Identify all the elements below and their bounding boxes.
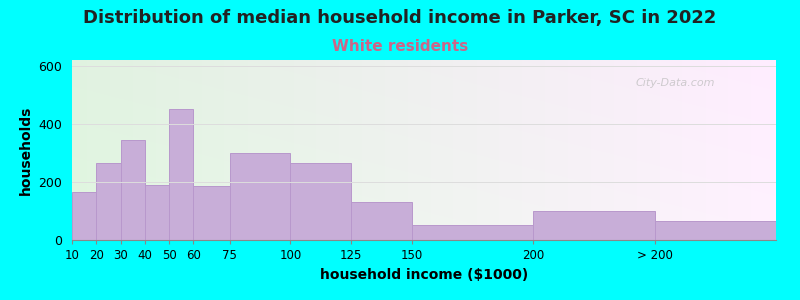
Bar: [194, 186, 230, 240]
Bar: [230, 153, 290, 240]
Bar: [290, 163, 351, 240]
Bar: [72, 192, 96, 240]
Bar: [654, 221, 776, 240]
Bar: [121, 140, 145, 240]
Y-axis label: households: households: [19, 105, 33, 195]
Bar: [412, 226, 534, 240]
Text: White residents: White residents: [332, 39, 468, 54]
Bar: [534, 211, 654, 240]
Text: City-Data.com: City-Data.com: [635, 78, 714, 88]
X-axis label: household income ($1000): household income ($1000): [320, 268, 528, 282]
Bar: [96, 163, 121, 240]
Text: Distribution of median household income in Parker, SC in 2022: Distribution of median household income …: [83, 9, 717, 27]
Bar: [169, 110, 194, 240]
Bar: [351, 202, 412, 240]
Bar: [145, 185, 169, 240]
